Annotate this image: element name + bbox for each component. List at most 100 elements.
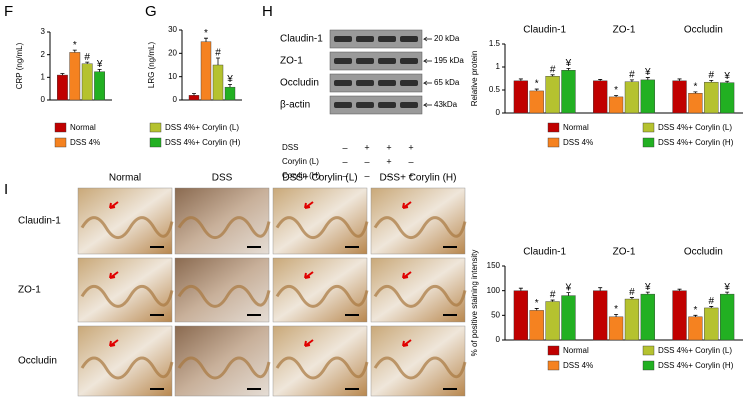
legend-label: Normal [563,123,589,132]
treatment-sign: + [408,170,413,180]
significance-mark: * [693,81,697,92]
significance-mark: ¥ [723,71,730,82]
column-header: Normal [109,173,141,184]
bar [672,290,687,341]
error-bar [204,37,208,42]
legend-label: DSS 4% [70,138,100,147]
legend-label: DSS 4% [563,138,593,147]
legend-swatch [642,122,655,133]
tissue-fold [80,356,174,380]
row-label: ZO-1 [18,285,41,296]
legend-swatch [547,360,560,371]
treatment-sign: + [386,142,391,152]
legend-label: DSS 4%+ Corylin (L) [658,346,732,355]
size-label: 195 kDa [434,56,464,65]
y-tick-label: 0 [41,95,46,104]
bar [224,86,236,101]
tissue-image [370,257,466,323]
blot-band [400,102,418,108]
arrow [402,201,412,209]
legend-label: DSS 4%+ Corylin (L) [165,123,239,132]
blot-band [356,80,374,86]
treatment-sign: – [408,156,413,166]
blot-band [378,58,396,64]
size-arrow [422,36,432,42]
error-bar [518,287,523,291]
treatment-sign: – [364,170,369,180]
bar [608,316,624,341]
error-bar [97,69,102,72]
arrow [304,201,314,209]
bar [529,90,544,114]
bar [69,52,81,101]
bar [672,80,687,114]
blot-band [356,102,374,108]
bar [94,71,106,101]
bar [688,93,703,114]
bar [513,290,529,341]
y-tick-label: 100 [487,286,501,295]
blot-band [356,58,374,64]
significance-mark: * [614,85,618,96]
legend-label: DSS 4%+ Corylin (H) [658,361,734,370]
blot-band [378,80,396,86]
tissue-image [174,257,270,323]
protein-label: ZO-1 [280,56,303,67]
significance-mark: * [73,40,77,51]
y-tick-label: 10 [168,72,177,81]
blot-strip [329,51,423,71]
error-bar [614,95,619,97]
significance-mark: # [84,52,90,63]
blot-strip [329,29,423,49]
column-header: DSS+ Corylin (L) [282,173,357,184]
bar [640,79,655,114]
error-bar [534,88,539,91]
protein-label: Claudin-1 [280,34,323,45]
tissue-image [77,257,173,323]
column-header: DSS+ Corylin (H) [380,173,457,184]
y-tick-label: 50 [491,310,500,319]
legend-swatch [54,137,67,148]
size-label: 20 kDa [434,34,460,43]
bar [640,293,655,341]
treatment-sign: – [342,142,347,152]
error-bar [550,74,555,77]
tissue-fold [373,284,467,308]
tissue-fold [275,216,369,240]
treatment-label: Corylin (H) [282,171,321,180]
bar [545,75,560,114]
significance-mark: # [550,64,556,75]
error-bar [192,93,196,96]
blot-band [356,36,374,42]
error-bar [216,57,220,65]
category-label: Occludin [684,247,723,258]
bar [720,82,735,114]
significance-mark: ¥ [565,58,572,69]
blot-band [400,80,418,86]
legend-swatch [547,345,560,356]
bar [513,80,529,114]
bar [529,310,544,341]
error-bar [645,291,650,295]
significance-mark: # [708,70,714,81]
tissue-fold [373,356,467,380]
error-bar [645,77,650,80]
error-bar [550,299,555,302]
size-arrow [422,58,432,64]
legend-swatch [547,137,560,148]
bar [200,41,212,101]
treatment-sign: – [342,156,347,166]
tissue-fold [177,216,271,240]
significance-mark: ¥ [644,282,651,293]
significance-mark: * [614,304,618,315]
arrow [109,339,119,347]
error-bar [709,306,714,308]
legend-swatch [642,137,655,148]
significance-mark: * [535,79,539,90]
significance-mark: ¥ [723,282,730,293]
significance-mark: ¥ [96,59,103,70]
bar [720,293,735,341]
legend-swatch [642,360,655,371]
tissue-image [77,187,173,255]
legend-label: Normal [70,123,96,132]
